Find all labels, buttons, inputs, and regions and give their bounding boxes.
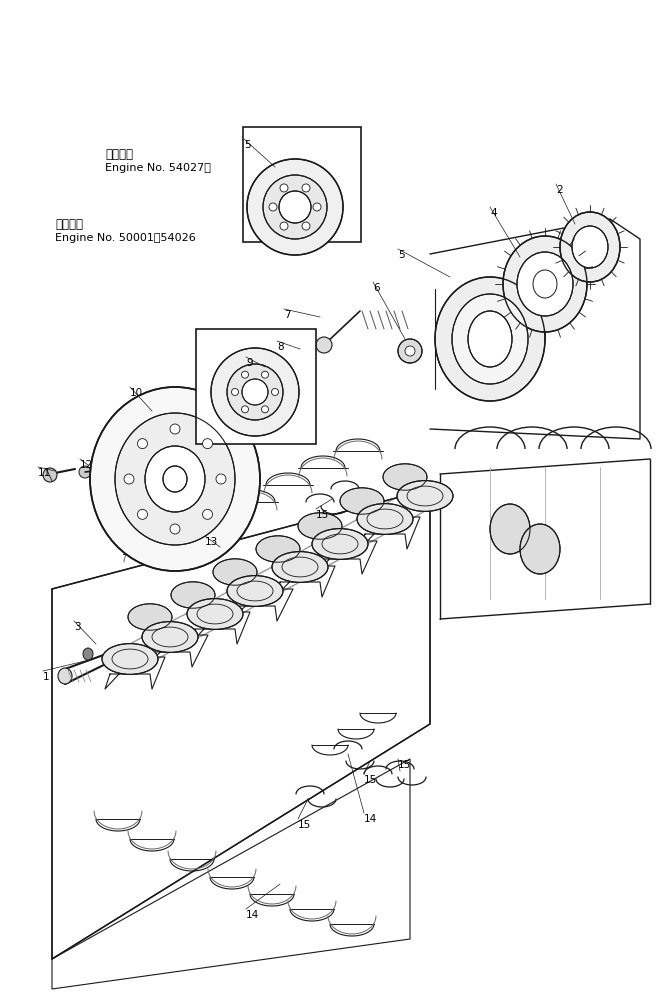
Ellipse shape <box>302 223 310 231</box>
Text: 4: 4 <box>490 208 497 218</box>
Ellipse shape <box>260 363 274 377</box>
Ellipse shape <box>124 474 134 484</box>
Text: 15: 15 <box>364 774 377 784</box>
Ellipse shape <box>397 481 453 512</box>
Ellipse shape <box>232 389 238 396</box>
Ellipse shape <box>316 338 332 354</box>
Text: 1: 1 <box>43 671 50 681</box>
Ellipse shape <box>262 407 268 414</box>
Text: 14: 14 <box>364 813 377 823</box>
Ellipse shape <box>137 510 147 520</box>
Text: 11: 11 <box>38 467 51 477</box>
Ellipse shape <box>102 644 158 675</box>
Text: 5: 5 <box>244 140 250 150</box>
Text: 12: 12 <box>80 459 93 469</box>
Ellipse shape <box>145 446 205 513</box>
Ellipse shape <box>211 349 299 436</box>
Text: 8: 8 <box>277 342 284 352</box>
Bar <box>243 128 361 243</box>
Ellipse shape <box>163 466 187 492</box>
Ellipse shape <box>202 439 212 449</box>
Ellipse shape <box>383 464 427 491</box>
Ellipse shape <box>128 604 172 630</box>
Ellipse shape <box>490 505 530 555</box>
Ellipse shape <box>227 365 283 420</box>
Text: Engine No. 54027～: Engine No. 54027～ <box>105 163 211 173</box>
Ellipse shape <box>302 185 310 193</box>
Ellipse shape <box>256 536 300 563</box>
Ellipse shape <box>202 510 212 520</box>
Ellipse shape <box>79 466 91 478</box>
Ellipse shape <box>517 252 573 317</box>
Ellipse shape <box>280 223 288 231</box>
Ellipse shape <box>272 552 328 582</box>
Ellipse shape <box>137 439 147 449</box>
Ellipse shape <box>520 525 560 575</box>
Text: 5: 5 <box>398 249 405 259</box>
Ellipse shape <box>405 347 415 357</box>
Ellipse shape <box>313 204 321 212</box>
Text: 13: 13 <box>205 537 218 547</box>
Bar <box>196 330 316 444</box>
Ellipse shape <box>572 227 608 268</box>
Ellipse shape <box>279 192 311 224</box>
Polygon shape <box>52 489 430 959</box>
Text: 6: 6 <box>373 282 380 292</box>
Text: 2: 2 <box>556 185 563 195</box>
Text: 14: 14 <box>246 910 259 919</box>
Text: 15: 15 <box>298 819 311 829</box>
Ellipse shape <box>452 294 528 385</box>
Ellipse shape <box>242 372 248 379</box>
Text: 3: 3 <box>74 621 81 631</box>
Ellipse shape <box>242 407 248 414</box>
Ellipse shape <box>170 424 180 434</box>
Ellipse shape <box>171 582 215 608</box>
Text: 15: 15 <box>316 510 329 520</box>
Ellipse shape <box>242 380 268 406</box>
Ellipse shape <box>227 576 283 606</box>
Ellipse shape <box>247 160 343 255</box>
Ellipse shape <box>298 513 342 540</box>
Ellipse shape <box>83 648 93 660</box>
Ellipse shape <box>213 560 257 585</box>
Ellipse shape <box>90 388 260 572</box>
Ellipse shape <box>262 372 268 379</box>
Ellipse shape <box>263 176 327 240</box>
Ellipse shape <box>58 668 72 684</box>
Text: 9: 9 <box>246 358 252 368</box>
Ellipse shape <box>435 277 545 402</box>
Text: 適用号機: 適用号機 <box>55 218 83 231</box>
Ellipse shape <box>340 488 384 515</box>
Ellipse shape <box>280 185 288 193</box>
Ellipse shape <box>503 237 587 333</box>
Text: 10: 10 <box>130 388 143 398</box>
Text: 15: 15 <box>398 759 411 769</box>
Ellipse shape <box>468 312 512 368</box>
Text: Engine No. 50001～54026: Engine No. 50001～54026 <box>55 233 196 243</box>
Ellipse shape <box>142 622 198 653</box>
Text: 7: 7 <box>284 310 290 320</box>
Ellipse shape <box>251 354 283 386</box>
Ellipse shape <box>560 213 620 282</box>
Ellipse shape <box>398 340 422 364</box>
Text: 適用号機: 適用号機 <box>105 148 133 161</box>
Ellipse shape <box>312 529 368 560</box>
Ellipse shape <box>272 389 278 396</box>
Ellipse shape <box>43 468 57 482</box>
Ellipse shape <box>170 525 180 535</box>
Ellipse shape <box>216 474 226 484</box>
Ellipse shape <box>187 599 243 630</box>
Ellipse shape <box>357 504 413 535</box>
Ellipse shape <box>269 204 277 212</box>
Ellipse shape <box>115 414 235 546</box>
